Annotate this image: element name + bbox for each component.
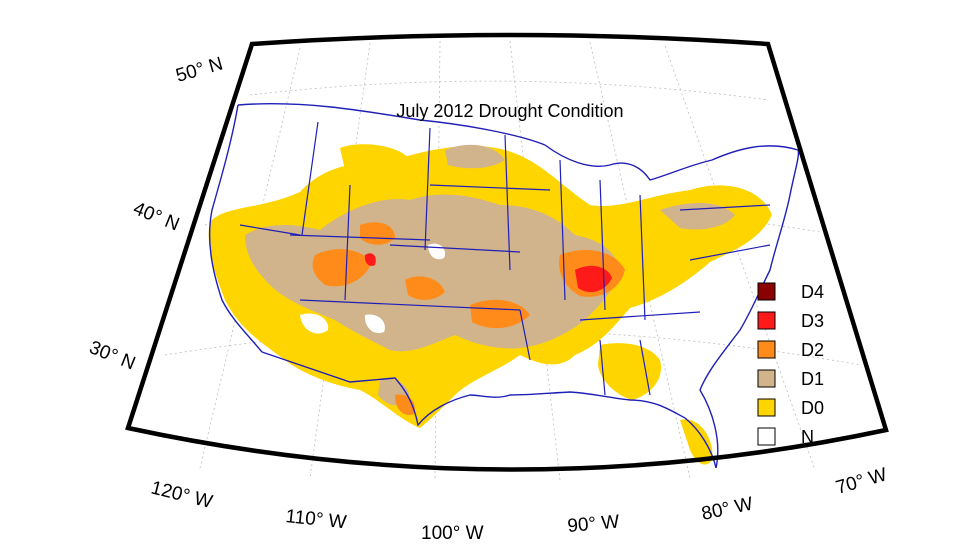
lon-label-100: 100° W: [421, 523, 484, 544]
legend-swatch-d2: [757, 340, 776, 359]
state-boundaries: [208, 103, 800, 469]
legend-label-d4: D4: [801, 282, 824, 302]
legend: D4 D3 D2 D1 D0 N: [757, 282, 824, 447]
map-title: July 2012 Drought Condition: [396, 101, 623, 121]
legend-label-d1: D1: [801, 369, 824, 389]
lon-label-110: 110° W: [284, 506, 347, 533]
legend-label-d3: D3: [801, 311, 824, 331]
lon-label-120: 120° W: [149, 477, 215, 513]
lon-label-90: 90° W: [567, 512, 621, 537]
drought-d2-region: [312, 222, 625, 416]
lon-label-80: 80° W: [700, 494, 755, 525]
latitude-labels: 50° N 40° N 30° N: [86, 53, 225, 374]
legend-swatch-d1: [757, 369, 776, 388]
legend-label-d0: D0: [801, 398, 824, 418]
longitude-labels: 120° W 110° W 100° W 90° W 80° W 70° W: [149, 464, 890, 544]
legend-label-n: N: [801, 427, 814, 447]
drought-d3-region: [364, 253, 612, 293]
legend-swatch-d3: [757, 311, 776, 330]
map-frame: [125, 32, 889, 472]
lat-label-30: 30° N: [86, 337, 138, 374]
legend-swatch-d4: [757, 282, 776, 301]
legend-swatch-n: [757, 427, 776, 446]
lon-label-70: 70° W: [834, 464, 890, 499]
no-drought-patches: [300, 243, 446, 334]
legend-swatch-d0: [757, 398, 776, 417]
lat-label-40: 40° N: [130, 198, 182, 235]
lat-label-50: 50° N: [174, 53, 226, 86]
legend-label-d2: D2: [801, 340, 824, 360]
